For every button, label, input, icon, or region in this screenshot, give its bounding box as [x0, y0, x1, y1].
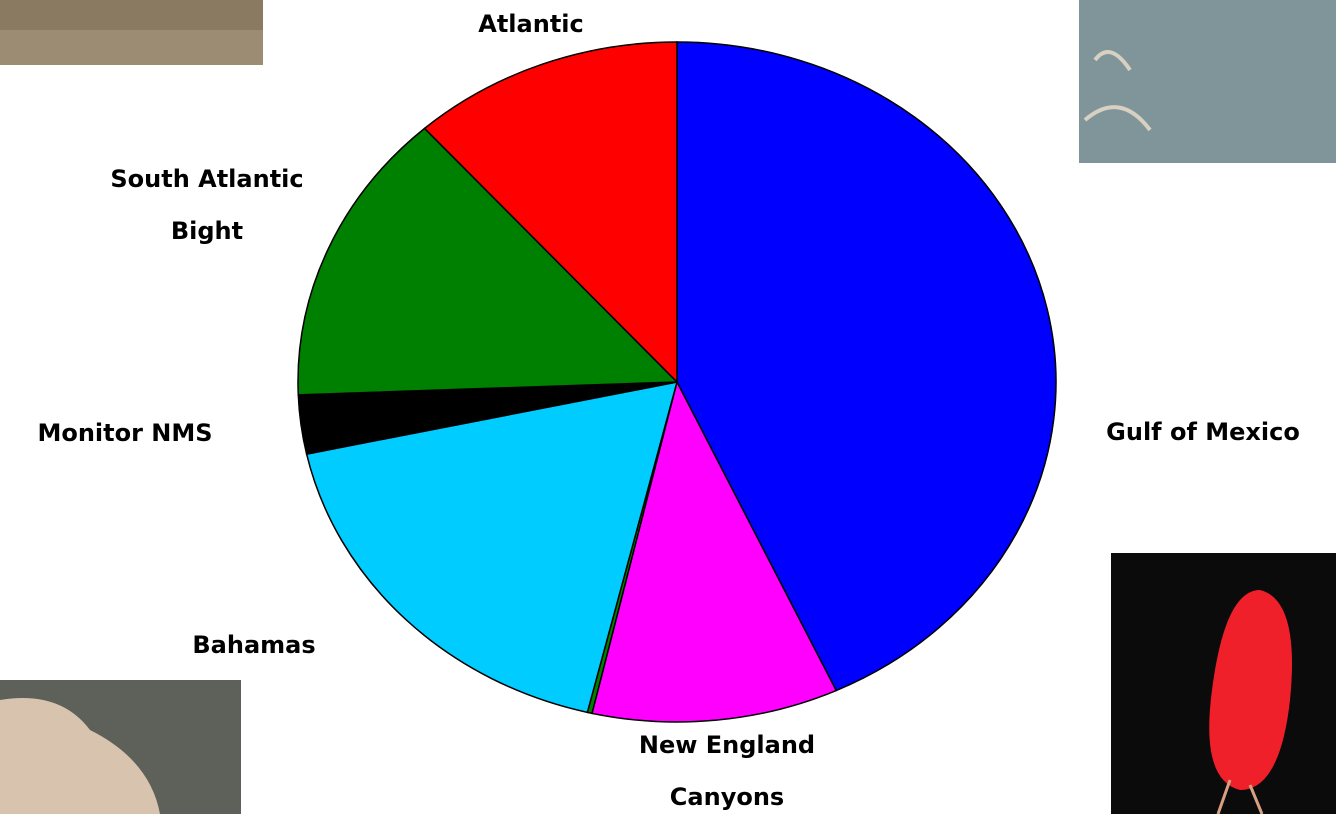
slice-label: South Atlantic Bight [110, 165, 304, 245]
photo [0, 0, 263, 65]
pie-slice [305, 381, 679, 714]
slice-label: New England Canyons [638, 731, 816, 811]
slice-label: Gulf of Mexico [1106, 418, 1300, 446]
photo [1111, 553, 1336, 814]
pie-slice [676, 41, 1057, 692]
pie-slice [423, 41, 678, 384]
pie-slice [297, 127, 679, 396]
slice-label: Atlantic [478, 10, 584, 38]
pie-slice [591, 379, 838, 723]
photo [0, 680, 241, 814]
photo [1079, 0, 1336, 163]
slice-label: Monitor NMS [37, 419, 213, 447]
pie [297, 41, 1057, 723]
slice-label: Bahamas [192, 631, 316, 659]
